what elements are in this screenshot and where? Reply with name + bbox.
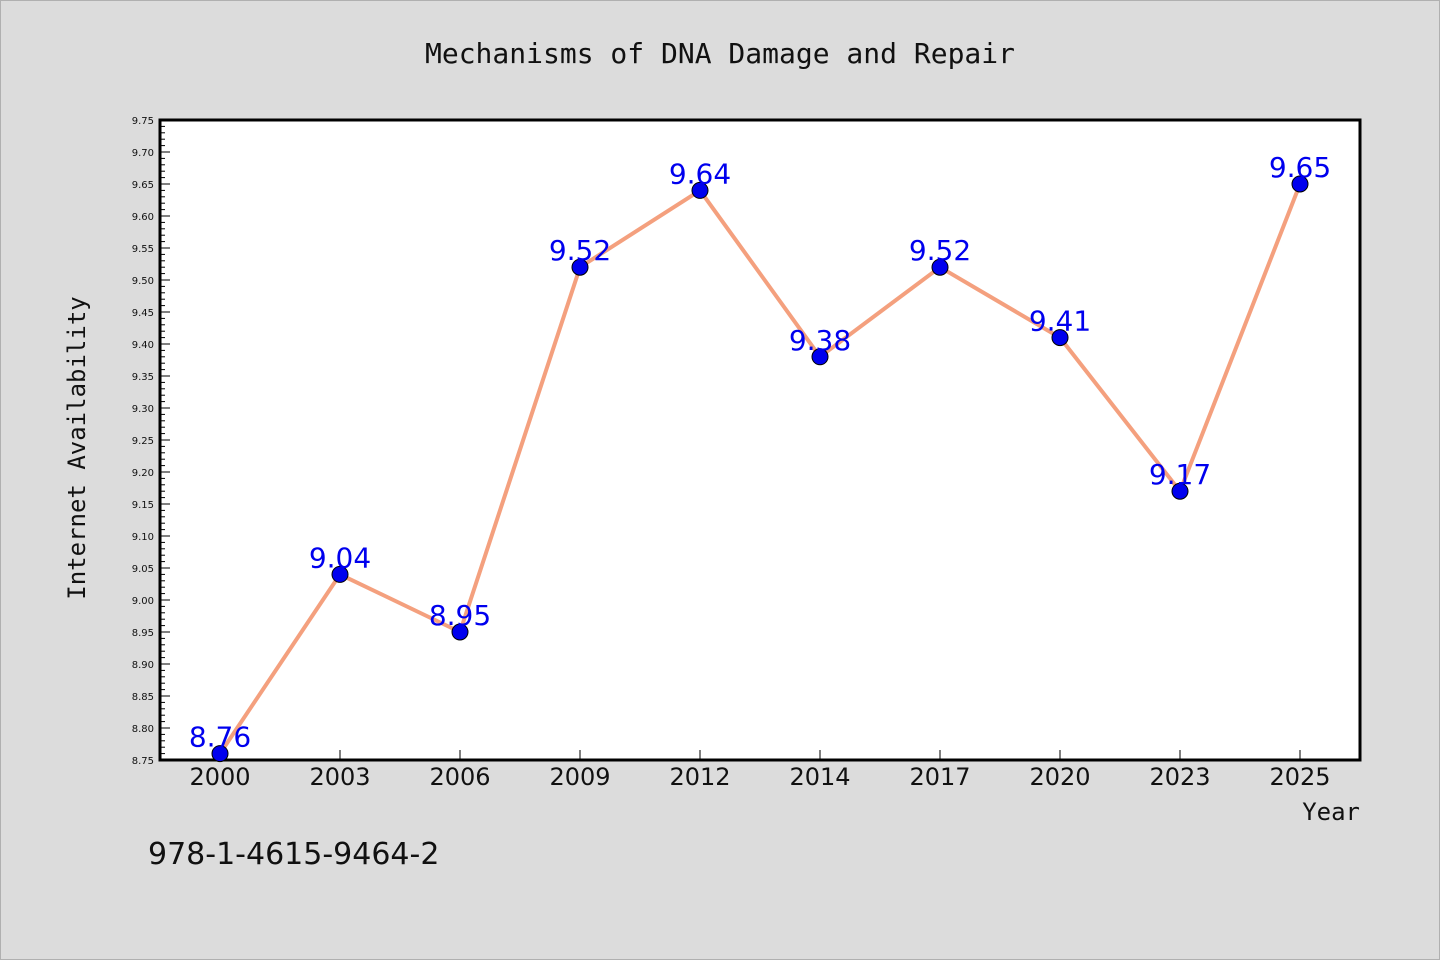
series-line	[218, 182, 1302, 756]
y-tick-label: 8.95	[132, 628, 154, 639]
data-label: 9.52	[909, 234, 971, 267]
y-axis-label: Internet Availability	[63, 296, 91, 599]
y-tick-label: 9.35	[132, 372, 154, 383]
y-tick-label: 9.10	[132, 532, 154, 543]
data-point	[691, 181, 709, 199]
x-tick-label: 2025	[1269, 763, 1330, 791]
x-axis-label: Year	[1302, 798, 1360, 826]
y-tick-label: 9.45	[132, 308, 154, 319]
y-tick-label: 9.55	[132, 244, 154, 255]
y-tick-label: 9.20	[132, 468, 154, 479]
x-tick-label: 2014	[789, 763, 850, 791]
chart-title: Mechanisms of DNA Damage and Repair	[425, 37, 1015, 70]
y-tick-label: 9.25	[132, 436, 154, 447]
x-tick-label: 2023	[1149, 763, 1210, 791]
x-tick-label: 2000	[189, 763, 250, 791]
x-axis: 2000 2003 2006 2009 2012 2014 2017 2020 2023 2025	[189, 750, 1331, 791]
y-tick-label: 9.05	[132, 564, 154, 575]
plot-area	[158, 118, 1362, 762]
data-label: 9.38	[789, 324, 851, 357]
y-tick-label: 9.75	[132, 116, 154, 127]
data-point	[331, 565, 349, 583]
x-tick-label: 2003	[309, 763, 370, 791]
y-axis: 8.75 8.80 8.85 8.90 8.95 9.00 9.05 9.10 9.15 9.20…	[132, 116, 170, 767]
y-tick-label: 8.85	[132, 692, 154, 703]
data-point	[451, 623, 469, 641]
data-labels: 8.76 9.04 8.95 9.52 9.64 9.38 9.52 9.41 9.17 9.65	[189, 151, 1331, 754]
x-tick-label: 2017	[909, 763, 970, 791]
x-tick-label: 2006	[429, 763, 490, 791]
y-tick-label: 9.50	[132, 276, 154, 287]
data-point	[1051, 329, 1069, 347]
x-tick-label: 2012	[669, 763, 730, 791]
x-tick-label: 2009	[549, 763, 610, 791]
y-tick-label: 8.75	[132, 756, 154, 767]
y-tick-label: 9.60	[132, 212, 154, 223]
data-point	[931, 258, 949, 276]
y-tick-label: 8.90	[132, 660, 154, 671]
data-point	[571, 258, 589, 276]
data-markers	[211, 175, 1309, 763]
data-label: 9.52	[549, 234, 611, 267]
data-label: 9.04	[309, 541, 371, 574]
data-point	[1291, 175, 1309, 193]
y-tick-label: 9.65	[132, 180, 154, 191]
data-point	[811, 348, 829, 366]
data-point	[211, 745, 229, 763]
y-tick-label: 8.80	[132, 724, 154, 735]
data-label: 9.41	[1029, 305, 1091, 338]
data-point	[1171, 482, 1189, 500]
data-label: 8.95	[429, 599, 491, 632]
data-label: 9.17	[1149, 458, 1211, 491]
y-tick-label: 9.00	[132, 596, 154, 607]
y-tick-label: 9.40	[132, 340, 154, 351]
x-tick-label: 2020	[1029, 763, 1090, 791]
data-label: 9.64	[669, 157, 731, 190]
y-tick-label: 9.70	[132, 148, 154, 159]
data-label: 9.65	[1269, 151, 1331, 184]
y-tick-label: 9.30	[132, 404, 154, 415]
footer-isbn: 978-1-4615-9464-2	[148, 837, 439, 872]
y-tick-label: 9.15	[132, 500, 154, 511]
data-label: 8.76	[189, 721, 251, 754]
